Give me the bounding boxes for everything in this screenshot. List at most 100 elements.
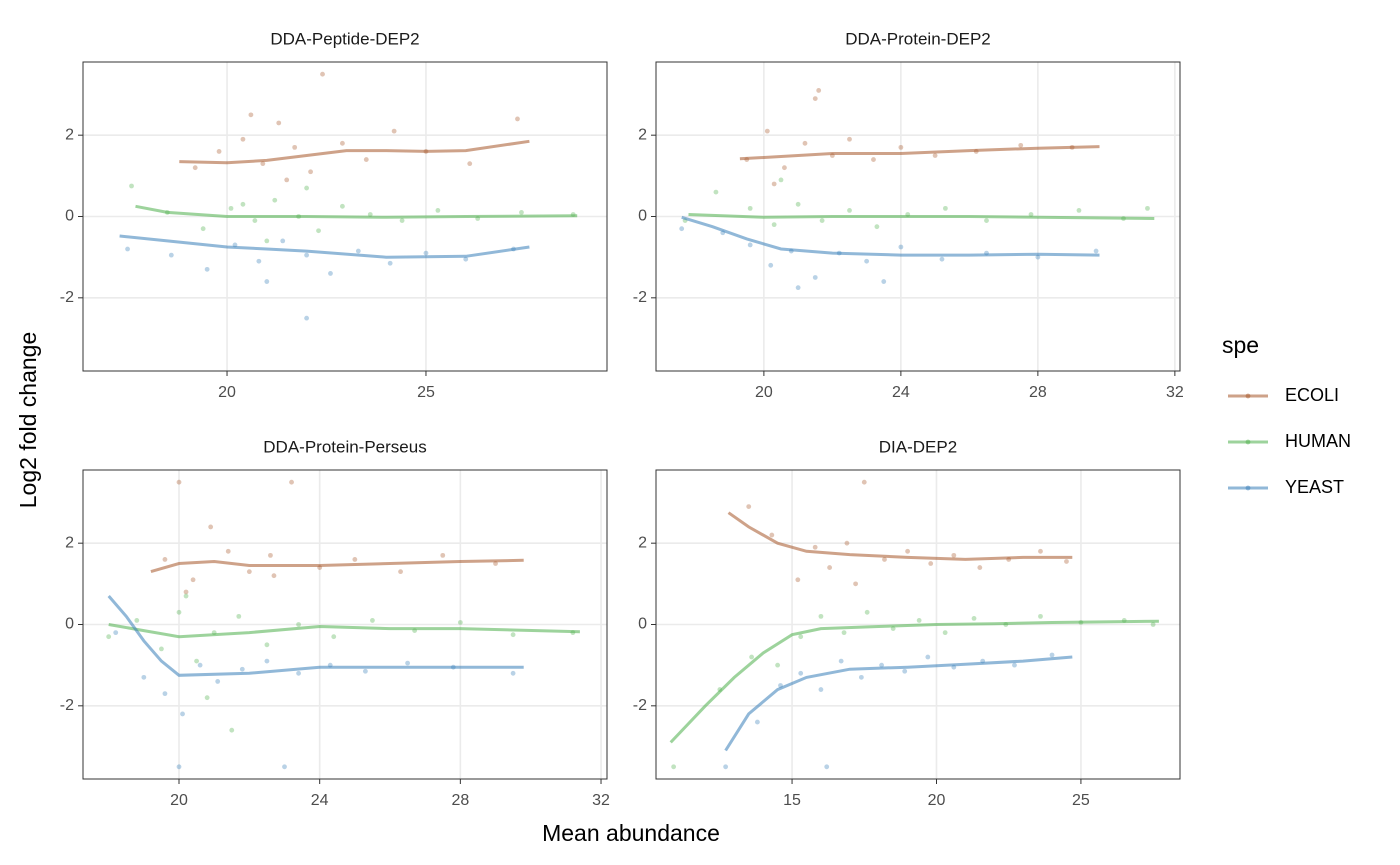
point	[882, 557, 887, 562]
point	[363, 157, 369, 162]
point	[125, 246, 130, 252]
x-tick-label: 32	[1166, 384, 1184, 401]
point	[754, 719, 760, 725]
point	[898, 244, 904, 250]
point	[812, 96, 818, 101]
point	[984, 218, 989, 223]
y-tick-label: 2	[65, 126, 74, 143]
y-tick-label: 2	[65, 534, 74, 551]
y-tick-label: -2	[633, 289, 647, 306]
point	[819, 218, 825, 223]
trend-line	[688, 213, 1155, 220]
point	[229, 727, 235, 733]
point	[284, 177, 290, 183]
point	[858, 674, 864, 680]
point	[775, 662, 781, 668]
point	[812, 544, 818, 550]
point	[795, 577, 801, 583]
point	[853, 581, 859, 587]
point	[812, 275, 818, 280]
point	[256, 258, 262, 264]
point	[1049, 652, 1055, 658]
point	[942, 630, 948, 636]
y-tick-label: -2	[60, 697, 74, 714]
point	[764, 128, 770, 134]
point	[204, 695, 210, 701]
point	[515, 116, 520, 122]
point	[331, 634, 337, 640]
point	[176, 479, 182, 485]
x-tick-label: 20	[755, 384, 773, 401]
point	[782, 165, 787, 171]
trend-line	[107, 595, 524, 677]
y-tick-label: 0	[638, 208, 647, 225]
point	[795, 285, 801, 291]
point	[113, 630, 119, 636]
point	[749, 654, 755, 660]
point	[260, 161, 266, 167]
point	[252, 218, 258, 223]
trend-line	[119, 234, 530, 259]
point	[264, 658, 270, 664]
point	[1038, 613, 1043, 619]
point	[861, 479, 867, 485]
point	[802, 140, 808, 146]
point	[264, 279, 270, 284]
point	[180, 711, 185, 717]
point	[925, 654, 931, 660]
legend-label: YEAST	[1285, 477, 1344, 497]
trend-line	[727, 511, 1073, 561]
point	[370, 618, 375, 623]
x-tick-label: 28	[451, 792, 469, 809]
point	[1093, 248, 1099, 254]
point	[320, 71, 325, 77]
point	[881, 279, 887, 284]
point	[713, 189, 719, 195]
point	[746, 504, 752, 509]
point	[176, 764, 182, 770]
point	[747, 242, 753, 248]
point	[768, 262, 774, 268]
point	[864, 258, 870, 264]
legend-dot	[1245, 485, 1251, 491]
y-tick-label: 2	[638, 126, 647, 143]
y-tick-label: 0	[638, 616, 647, 633]
point	[898, 144, 904, 150]
point	[352, 557, 358, 562]
point	[971, 616, 977, 621]
x-tick-label: 25	[417, 384, 435, 401]
y-tick-label: 2	[638, 534, 647, 551]
point	[916, 618, 922, 623]
point	[977, 565, 983, 570]
panel-title: DIA-DEP2	[879, 437, 957, 456]
point	[387, 260, 393, 266]
point	[304, 315, 310, 321]
point	[399, 218, 405, 223]
point	[510, 632, 516, 638]
point	[239, 666, 245, 672]
point	[176, 609, 182, 615]
panel-border	[655, 469, 1181, 780]
point	[162, 691, 168, 697]
point	[838, 658, 844, 664]
point	[510, 670, 516, 676]
point	[328, 271, 333, 276]
point	[194, 658, 199, 664]
legend-dot	[1245, 393, 1251, 399]
plot-area	[669, 479, 1159, 770]
point	[874, 224, 880, 230]
point	[398, 569, 403, 575]
panel-title: DDA-Protein-Perseus	[263, 437, 426, 456]
point	[246, 569, 252, 575]
point	[216, 149, 222, 154]
trend-line	[739, 145, 1100, 161]
point	[879, 662, 885, 668]
point	[435, 208, 441, 213]
point	[236, 613, 242, 619]
point	[902, 668, 908, 674]
point	[457, 620, 463, 625]
x-tick-label: 28	[1029, 384, 1047, 401]
point	[467, 161, 473, 167]
point	[271, 573, 277, 579]
